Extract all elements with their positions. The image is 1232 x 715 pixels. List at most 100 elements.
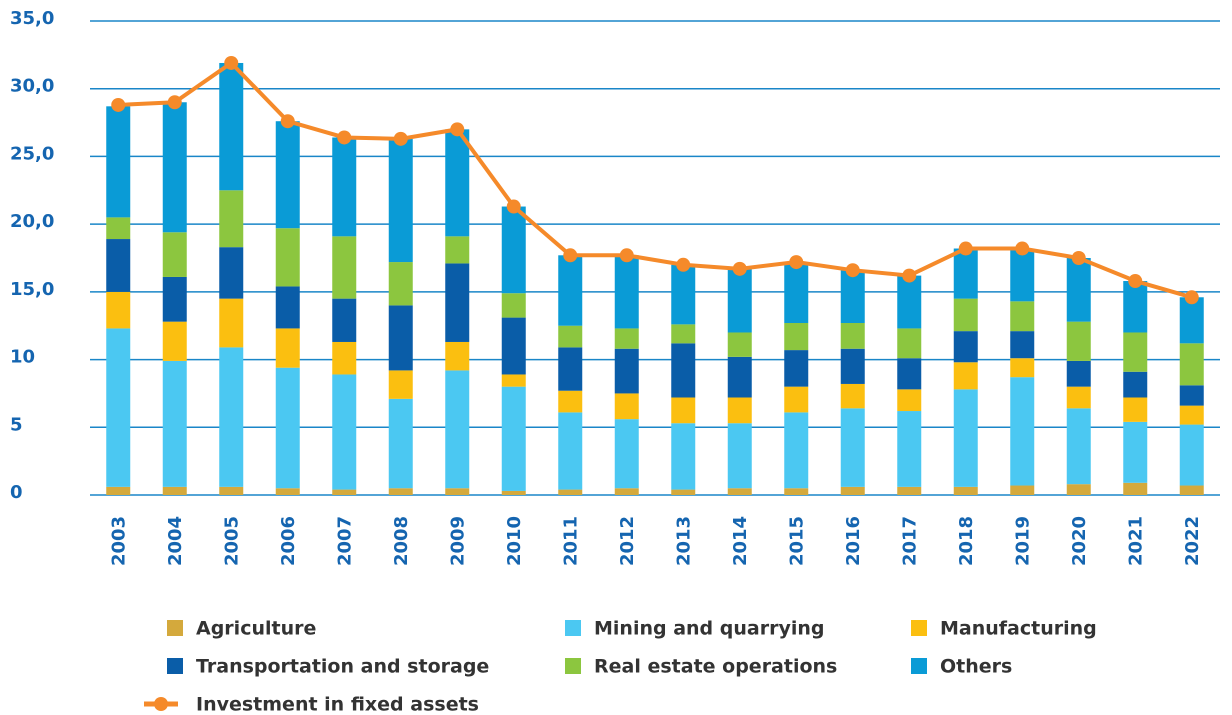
bar-segment bbox=[275, 121, 300, 229]
bar-segment bbox=[219, 190, 244, 248]
bar-segment bbox=[106, 239, 131, 292]
line-marker bbox=[619, 248, 634, 263]
x-tick-label: 2009 bbox=[447, 516, 468, 566]
bar-segment bbox=[953, 248, 978, 299]
bar-segment bbox=[671, 324, 696, 344]
y-tick-label: 35,0 bbox=[10, 8, 54, 29]
bar-segment bbox=[1066, 386, 1091, 409]
bar-segment bbox=[614, 488, 639, 495]
x-tick-label: 2010 bbox=[504, 516, 525, 566]
bar-segment bbox=[1010, 485, 1035, 495]
bar-segment bbox=[1066, 484, 1091, 495]
legend-label: Agriculture bbox=[196, 618, 316, 640]
bar-segment bbox=[1010, 377, 1035, 486]
bar-segment bbox=[1179, 385, 1204, 406]
bar-segment bbox=[614, 419, 639, 489]
bar-segment bbox=[1066, 408, 1091, 485]
y-tick-label: 15,0 bbox=[10, 279, 54, 300]
bar-segment bbox=[671, 343, 696, 398]
bar-segment bbox=[953, 486, 978, 495]
bar-segment bbox=[840, 323, 865, 349]
x-tick-label: 2008 bbox=[391, 516, 412, 566]
bar-segment bbox=[332, 298, 357, 342]
bar-segment bbox=[953, 298, 978, 332]
bar-segment bbox=[1066, 258, 1091, 322]
bar-segment bbox=[727, 332, 752, 357]
legend-label: Investment in fixed assets bbox=[196, 694, 479, 715]
bar-segment bbox=[558, 489, 583, 495]
bar-segment bbox=[1179, 485, 1204, 495]
bar-segment bbox=[275, 228, 300, 287]
bar-segment bbox=[953, 362, 978, 390]
bar-segment bbox=[840, 408, 865, 487]
line-marker bbox=[789, 255, 804, 270]
bar-segment bbox=[953, 331, 978, 363]
y-tick-label: 10 bbox=[10, 347, 35, 368]
bar-segment bbox=[558, 412, 583, 490]
bar-segment bbox=[1010, 301, 1035, 332]
bar-segment bbox=[558, 347, 583, 391]
bar-segment bbox=[388, 138, 413, 263]
bar-segment bbox=[162, 102, 187, 233]
bar-segment bbox=[1179, 424, 1204, 486]
bar-segment bbox=[219, 62, 244, 191]
bar-segment bbox=[840, 270, 865, 324]
legend-label: Real estate operations bbox=[594, 656, 837, 678]
bar-segment bbox=[162, 232, 187, 277]
bar-segment bbox=[388, 488, 413, 495]
legend-label: Transportation and storage bbox=[196, 656, 489, 678]
bar-segment bbox=[897, 486, 922, 495]
legend-swatch bbox=[167, 620, 183, 636]
bar-segment bbox=[219, 247, 244, 299]
x-tick-label: 2018 bbox=[956, 516, 977, 566]
bar-segment bbox=[445, 488, 470, 495]
line-marker bbox=[224, 55, 239, 70]
x-tick-label: 2022 bbox=[1182, 516, 1203, 566]
bar-segment bbox=[953, 389, 978, 487]
line-marker bbox=[563, 248, 578, 263]
bar-segment bbox=[897, 328, 922, 359]
bar-segment bbox=[727, 423, 752, 489]
bar-segment bbox=[106, 291, 131, 329]
line-marker bbox=[1184, 290, 1199, 305]
bar-segment bbox=[784, 412, 809, 489]
bar-segment bbox=[332, 137, 357, 237]
bar-segment bbox=[162, 321, 187, 361]
bar-segment bbox=[388, 370, 413, 399]
bar-segment bbox=[1179, 343, 1204, 386]
x-tick-label: 2007 bbox=[334, 516, 355, 566]
legend-swatch bbox=[911, 620, 927, 636]
bar-segment bbox=[1123, 421, 1148, 483]
bar-segment bbox=[614, 393, 639, 420]
line-marker bbox=[450, 122, 465, 137]
bar-segment bbox=[388, 398, 413, 489]
legend-swatch bbox=[154, 697, 168, 711]
bar-segment bbox=[1123, 371, 1148, 398]
bar-segment bbox=[1066, 321, 1091, 361]
line-marker bbox=[1015, 241, 1030, 256]
bar-segment bbox=[501, 374, 526, 387]
bar-segment bbox=[388, 305, 413, 371]
bar-segment bbox=[501, 490, 526, 495]
bar-segment bbox=[1123, 332, 1148, 372]
bar-segment bbox=[445, 370, 470, 489]
bar-segment bbox=[897, 389, 922, 412]
bar-segment bbox=[501, 293, 526, 318]
bar-segment bbox=[275, 286, 300, 329]
bar-segment bbox=[1010, 248, 1035, 302]
line-marker bbox=[280, 114, 295, 129]
bar-segment bbox=[558, 390, 583, 413]
bar-segment bbox=[275, 367, 300, 489]
x-tick-label: 2013 bbox=[673, 516, 694, 566]
bar-segment bbox=[784, 262, 809, 324]
bar-segment bbox=[332, 374, 357, 490]
bar-segment bbox=[275, 328, 300, 368]
bar-segment bbox=[614, 255, 639, 329]
line-marker bbox=[732, 261, 747, 276]
legend-label: Mining and quarrying bbox=[594, 618, 824, 640]
bar-segment bbox=[332, 236, 357, 299]
bar-segment bbox=[106, 486, 131, 495]
bar-segment bbox=[445, 263, 470, 342]
bar-segment bbox=[501, 386, 526, 491]
line-marker bbox=[845, 263, 860, 278]
